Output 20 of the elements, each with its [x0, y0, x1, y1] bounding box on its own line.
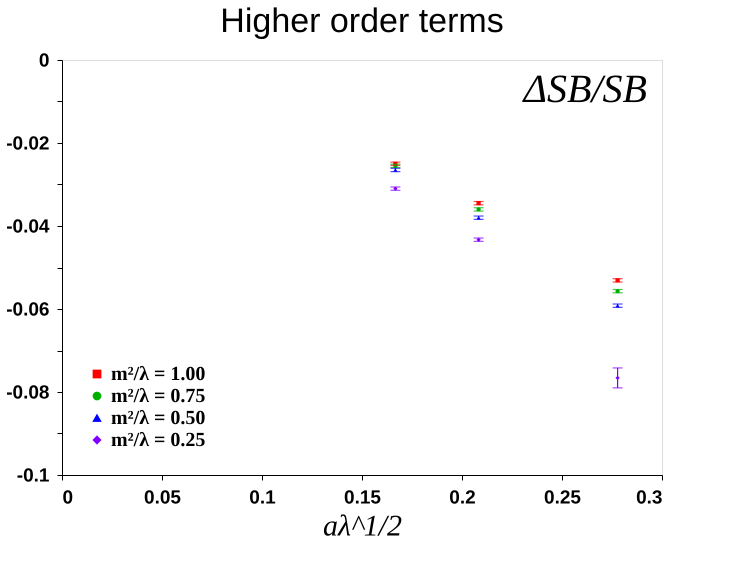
x-tick-label: 0.05 [144, 488, 182, 508]
y-tick-label: -0.1 [16, 466, 50, 486]
chart-title: Higher order terms [220, 2, 504, 40]
x-tick-label: 0.1 [249, 488, 276, 508]
legend-label: m²/λ = 0.50 [111, 407, 206, 429]
legend-label: m²/λ = 0.75 [111, 385, 206, 407]
y-tick-label: 0 [38, 50, 50, 72]
x-axis-title: aλ^1/2 [323, 510, 402, 542]
y-tick-label: -0.02 [6, 134, 50, 154]
y-tick-label: -0.08 [6, 382, 50, 404]
x-tick-label: 0.2 [449, 488, 476, 508]
x-tick-label: 0.3 [636, 488, 662, 508]
annotation: ΔSB/SB [522, 66, 647, 111]
x-tick-label: 0.15 [344, 488, 382, 508]
legend-label: m²/λ = 1.00 [111, 363, 206, 385]
y-tick-label: -0.04 [6, 216, 50, 238]
x-tick-label: 0.25 [544, 488, 582, 508]
legend-label: m²/λ = 0.25 [111, 429, 206, 451]
x-tick-label: 0 [62, 488, 74, 508]
y-tick-label: -0.06 [6, 300, 50, 320]
